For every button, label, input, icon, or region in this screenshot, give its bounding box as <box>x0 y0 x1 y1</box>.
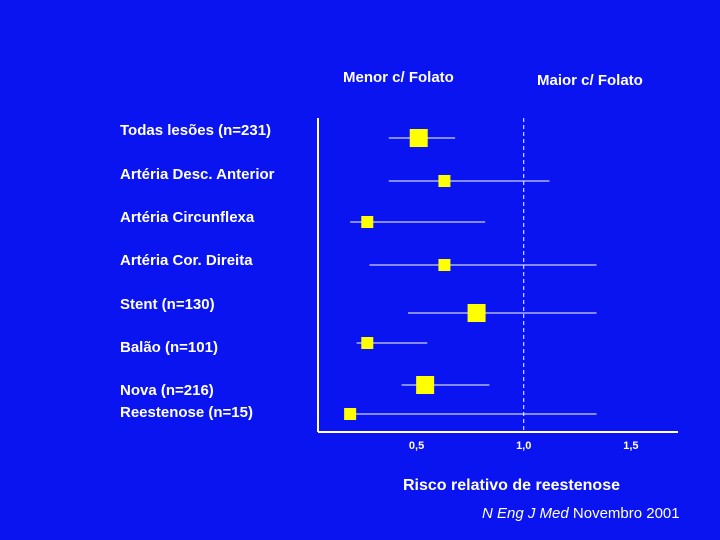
x-tick-label: 0,5 <box>409 440 424 452</box>
estimate-marker <box>361 216 374 228</box>
estimate-marker <box>361 337 374 349</box>
row-label: Nova (n=216) <box>120 382 214 399</box>
row-label: Artéria Circunflexa <box>120 209 255 226</box>
estimate-marker <box>467 304 486 322</box>
citation: N Eng J Med Novembro 2001 <box>482 505 680 522</box>
favors-control-label: Maior c/ Folato <box>537 72 643 89</box>
row-label: Todas lesões (n=231) <box>120 122 272 139</box>
estimate-marker <box>416 376 435 394</box>
estimate-marker <box>438 259 451 271</box>
row-label: Artéria Desc. Anterior <box>120 166 275 183</box>
x-tick-label: 1,0 <box>516 440 531 452</box>
row-label: Balão (n=101) <box>120 339 218 356</box>
estimate-marker <box>438 175 451 187</box>
estimate-marker <box>344 408 357 420</box>
row-label: Artéria Cor. Direita <box>120 252 253 269</box>
citation-journal: N Eng J Med <box>482 505 569 522</box>
x-tick-label: 1,5 <box>623 440 638 452</box>
favors-folate-label: Menor c/ Folato <box>343 69 454 86</box>
citation-date: Novembro 2001 <box>572 505 680 522</box>
estimate-marker <box>409 129 428 147</box>
row-label: Reestenose (n=15) <box>120 404 253 421</box>
x-axis-title: Risco relativo de reestenose <box>403 477 620 494</box>
row-label: Stent (n=130) <box>120 296 215 313</box>
